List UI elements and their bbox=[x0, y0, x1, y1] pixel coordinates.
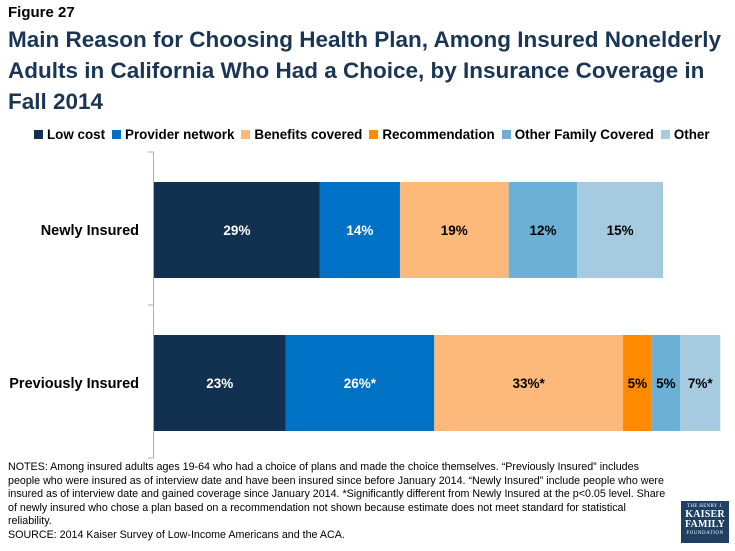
category-label-newly-insured: Newly Insured bbox=[41, 223, 139, 239]
bar-segment-previously-insured-low-cost bbox=[154, 335, 286, 431]
notes-block: NOTES: Among insured adults ages 19-64 w… bbox=[8, 461, 668, 543]
notes-text: NOTES: Among insured adults ages 19-64 w… bbox=[8, 461, 666, 528]
legend-item-other: Other bbox=[660, 126, 710, 142]
logo-line-2: KAISER bbox=[685, 509, 725, 520]
legend-swatch bbox=[241, 129, 251, 139]
figure-label: Figure 27 bbox=[8, 4, 75, 21]
legend-item-other-family-covered: Other Family Covered bbox=[501, 126, 654, 142]
bar-segment-newly-insured-low-cost bbox=[154, 182, 320, 278]
data-label-previously-insured-low-cost: 23% bbox=[206, 376, 233, 391]
logo-line-3: FAMILY bbox=[684, 519, 726, 530]
legend-swatch bbox=[369, 129, 379, 139]
kff-logo: THE HENRY J. KAISER FAMILY FOUNDATION bbox=[681, 501, 729, 543]
bar-segment-newly-insured-provider-network bbox=[319, 182, 400, 278]
legend-swatch bbox=[501, 129, 511, 139]
bar-segment-previously-insured-other-family-covered bbox=[651, 335, 681, 431]
bar-segment-previously-insured-recommendation bbox=[623, 335, 652, 431]
data-label-newly-insured-other-family-covered: 12% bbox=[529, 223, 556, 238]
legend-swatch bbox=[660, 129, 670, 139]
legend-swatch bbox=[34, 129, 43, 139]
legend-label: Recommendation bbox=[382, 126, 495, 142]
bar-segment-newly-insured-benefits-covered bbox=[399, 182, 509, 278]
data-label-previously-insured-other-family-covered: 5% bbox=[656, 376, 676, 391]
data-label-newly-insured-provider-network: 14% bbox=[346, 223, 373, 238]
data-label-newly-insured-other: 15% bbox=[607, 223, 634, 238]
legend-label: Low cost bbox=[47, 126, 106, 142]
bar-segment-newly-insured-other bbox=[577, 182, 664, 278]
data-label-newly-insured-benefits-covered: 19% bbox=[441, 223, 468, 238]
source-text: SOURCE: 2014 Kaiser Survey of Low-Income… bbox=[8, 528, 345, 541]
data-label-previously-insured-provider-network: 26%* bbox=[344, 376, 377, 391]
category-label-previously-insured: Previously Insured bbox=[9, 376, 139, 392]
legend-swatch bbox=[112, 129, 122, 139]
legend-item-recommendation: Recommendation bbox=[369, 126, 495, 142]
legend-label: Other bbox=[673, 126, 710, 142]
bar-segment-previously-insured-provider-network bbox=[285, 335, 435, 431]
data-label-newly-insured-low-cost: 29% bbox=[223, 223, 250, 238]
bar-segment-newly-insured-other-family-covered bbox=[508, 182, 578, 278]
legend-label: Other Family Covered bbox=[514, 126, 654, 142]
data-label-previously-insured-benefits-covered: 33%* bbox=[513, 376, 546, 391]
legend-item-benefits-covered: Benefits covered bbox=[241, 127, 362, 142]
legend-item-provider-network: Provider network bbox=[112, 127, 234, 142]
data-label-previously-insured-other: 7%* bbox=[688, 376, 714, 391]
bar-segment-previously-insured-benefits-covered bbox=[434, 335, 624, 431]
legend-label: Benefits covered bbox=[254, 126, 363, 142]
chart-title: Main Reason for Choosing Health Plan, Am… bbox=[8, 27, 721, 114]
legend: Low cost Provider network Benefits covered… bbox=[34, 126, 717, 142]
legend-item-low-cost: Low cost bbox=[34, 127, 105, 142]
logo-line-1: THE HENRY J. bbox=[687, 504, 723, 509]
logo-line-4: FOUNDATION bbox=[686, 531, 724, 536]
data-label-previously-insured-recommendation: 5% bbox=[628, 376, 648, 391]
legend-label: Provider network bbox=[125, 126, 235, 142]
bar-segment-previously-insured-other bbox=[680, 335, 721, 431]
